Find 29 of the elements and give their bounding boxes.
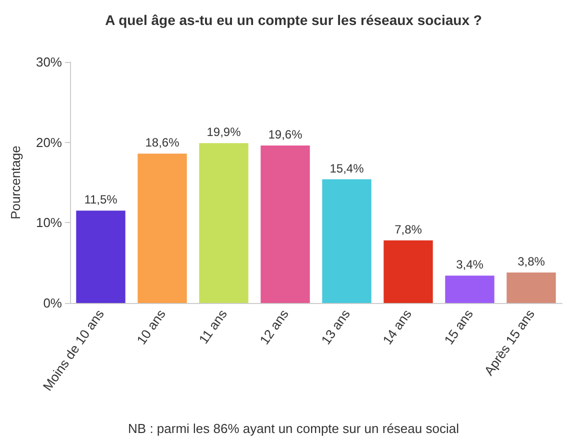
y-axis-title: Pourcentage (8, 146, 23, 220)
bar (322, 179, 372, 303)
data-label: 11,5% (84, 192, 118, 207)
bar (506, 272, 556, 303)
x-tick-label: 15 ans (441, 306, 476, 348)
bar (138, 154, 187, 303)
y-tick-label: 10% (36, 215, 62, 230)
x-tick-label: 11 ans (196, 306, 230, 346)
data-label: 7,8% (394, 222, 422, 236)
x-tick-label: 12 ans (256, 306, 292, 348)
x-tick-label: 14 ans (380, 306, 415, 348)
data-label: 3,4% (456, 258, 484, 272)
chart-title: A quel âge as-tu eu un compte sur les réseaux sociaux ? (105, 12, 482, 28)
data-label: 18,6% (145, 136, 180, 150)
y-tick-label: 20% (36, 134, 62, 150)
y-tick-label: 30% (36, 54, 62, 70)
x-tick-label: 13 ans (318, 306, 354, 348)
bar (76, 210, 126, 303)
bar (260, 146, 310, 303)
data-label: 19,9% (206, 125, 242, 140)
y-tick-label: 0% (43, 296, 62, 310)
text: NB : parmi les 86% ayant un compte sur un réseau social (128, 421, 460, 436)
bar (199, 143, 248, 303)
data-label: 15,4% (330, 161, 364, 176)
data-label: 3,8% (518, 254, 546, 268)
data-label: 19,6% (268, 128, 303, 142)
bar (445, 276, 494, 303)
x-tick-label: 10 ans (134, 306, 169, 348)
bar (384, 240, 433, 303)
